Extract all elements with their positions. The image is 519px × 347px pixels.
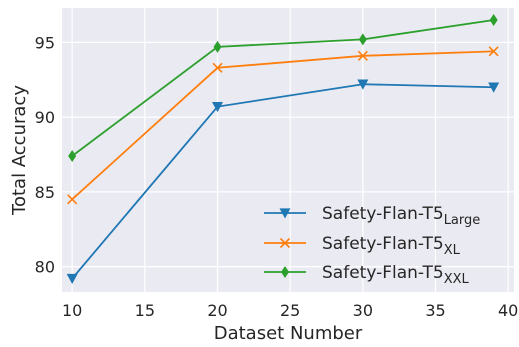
data-point-marker [212,62,223,73]
y-tick-label: 85 [35,183,55,202]
data-point-marker-stroke [488,46,499,57]
legend-label: Safety-Flan-T5XL [322,234,461,258]
legend-label-base: Safety-Flan-T5 [322,234,444,254]
y-axis-label: Total Accuracy [9,85,30,216]
x-tick-label: 25 [280,301,300,320]
x-tick-label: 35 [425,301,445,320]
data-point-marker [489,13,498,26]
data-point-marker [488,46,499,57]
legend-label: Safety-Flan-T5Large [322,204,480,228]
series-lines [66,13,500,285]
data-point-marker [357,79,369,90]
y-tick-label: 90 [35,108,55,127]
legend-marker [281,266,289,278]
legend-label-subscript: Large [444,213,481,228]
data-point-marker [212,101,224,113]
series-xxl [68,13,498,162]
legend: Safety-Flan-T5LargeSafety-Flan-T5XLSafet… [264,204,480,287]
legend-label-base: Safety-Flan-T5 [322,204,444,224]
legend-marker-stroke [279,237,291,249]
series-line [71,19,494,157]
plot-background [62,8,514,292]
series-line [71,83,494,280]
x-axis-label: Dataset Number [214,323,363,344]
x-tick-label: 15 [135,301,155,320]
legend-marker [279,208,291,219]
legend-label-subscript: XL [444,243,461,258]
data-point-marker [213,40,222,53]
data-point-marker [68,149,77,162]
legend-label: Safety-Flan-T5XXL [322,263,469,287]
tick-labels: 10 15 20 25 30 35 40 80 85 90 95 [35,33,519,320]
series-xl [67,46,499,205]
series-line [71,50,494,200]
data-point-marker-stroke [212,62,223,73]
data-point-marker [67,194,78,205]
x-tick-label: 20 [207,301,227,320]
series-large [66,79,500,285]
legend-label-subscript: XXL [444,272,470,287]
y-tick-label: 80 [35,258,55,277]
x-tick-label: 30 [353,301,373,320]
data-point-marker-stroke [357,50,368,61]
data-point-marker [357,50,368,61]
legend-entry: Safety-Flan-T5XL [264,234,461,258]
data-point-marker [358,33,367,46]
data-point-marker [488,82,500,93]
x-tick-label: 40 [498,301,518,320]
x-tick-label: 10 [62,301,82,320]
legend-entry: Safety-Flan-T5XXL [264,263,469,287]
y-tick-label: 95 [35,33,55,52]
legend-marker [279,237,291,249]
legend-label-base: Safety-Flan-T5 [322,263,444,283]
legend-entry: Safety-Flan-T5Large [264,204,480,228]
data-point-marker-stroke [67,194,78,205]
data-point-marker [66,273,78,285]
